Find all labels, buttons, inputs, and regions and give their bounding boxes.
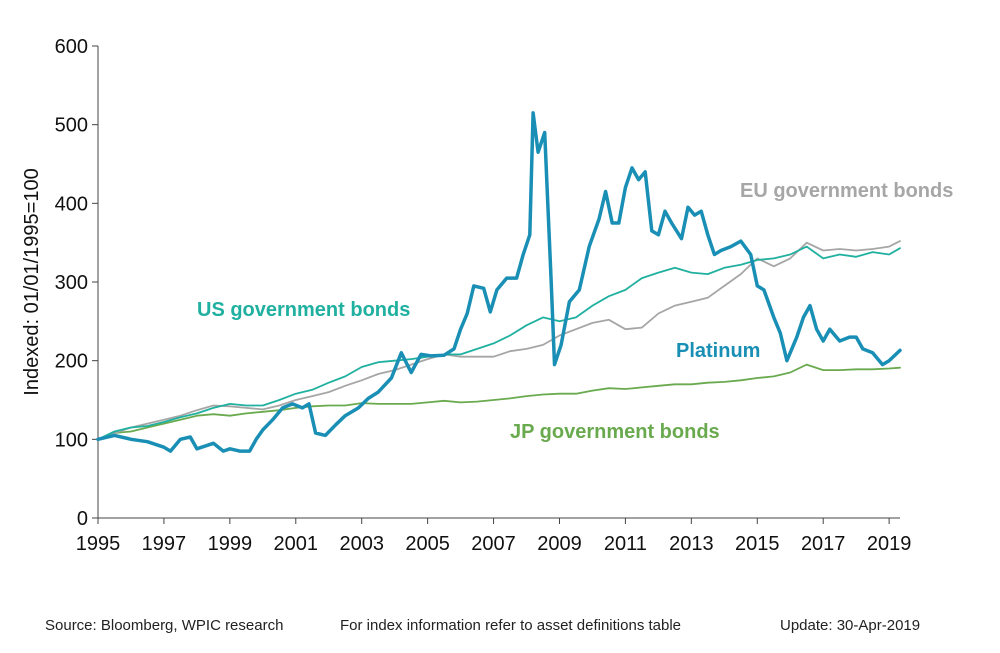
source-note: Source: Bloomberg, WPIC research (45, 617, 284, 634)
eu-series-label: EU government bonds (740, 180, 953, 202)
y-axis-title: Indexed: 01/01/1995=100 (21, 168, 43, 395)
chart-area: 0 100 200 300 400 500 600 1995 1997 1999 2001 2003… (21, 36, 953, 555)
update-date: Update: 30-Apr-2019 (780, 617, 921, 634)
jp-government-bonds-series-line (97, 363, 901, 441)
jp-series-label: JP government bonds (510, 421, 720, 443)
y-tick-label: 300 (55, 272, 88, 294)
x-axis: 1995 1997 1999 2001 2003 2005 2007 2009 2011 2013… (76, 517, 912, 555)
x-tick-label: 2009 (537, 533, 582, 555)
y-tick-label: 100 (55, 429, 88, 451)
us-government-bonds-series-line (97, 245, 901, 441)
x-tick-label: 2005 (405, 533, 450, 555)
y-axis: 0 100 200 300 400 500 600 (55, 36, 99, 530)
series-layer (96, 111, 902, 453)
x-tick-label: 1997 (142, 533, 187, 555)
us-series-label: US government bonds (197, 299, 410, 321)
x-tick-label: 2007 (471, 533, 516, 555)
y-tick-label: 200 (55, 351, 88, 373)
y-tick-label: 500 (55, 115, 88, 137)
x-tick-label: 2013 (669, 533, 714, 555)
platinum-series-line (96, 111, 902, 453)
eu-government-bonds-series-line (97, 240, 901, 441)
x-tick-label: 2019 (867, 533, 912, 555)
y-tick-label: 400 (55, 193, 88, 215)
index-info-note: For index information refer to asset def… (340, 617, 682, 634)
x-tick-label: 2017 (801, 533, 846, 555)
x-tick-label: 2003 (339, 533, 384, 555)
y-tick-label: 600 (55, 36, 88, 58)
x-tick-label: 1999 (208, 533, 253, 555)
x-tick-label: 2015 (735, 533, 780, 555)
x-tick-label: 2001 (274, 533, 319, 555)
x-tick-label: 2011 (604, 533, 647, 555)
x-tick-label: 1995 (76, 533, 121, 555)
platinum-series-label: Platinum (676, 340, 760, 362)
y-tick-label: 0 (77, 508, 88, 530)
